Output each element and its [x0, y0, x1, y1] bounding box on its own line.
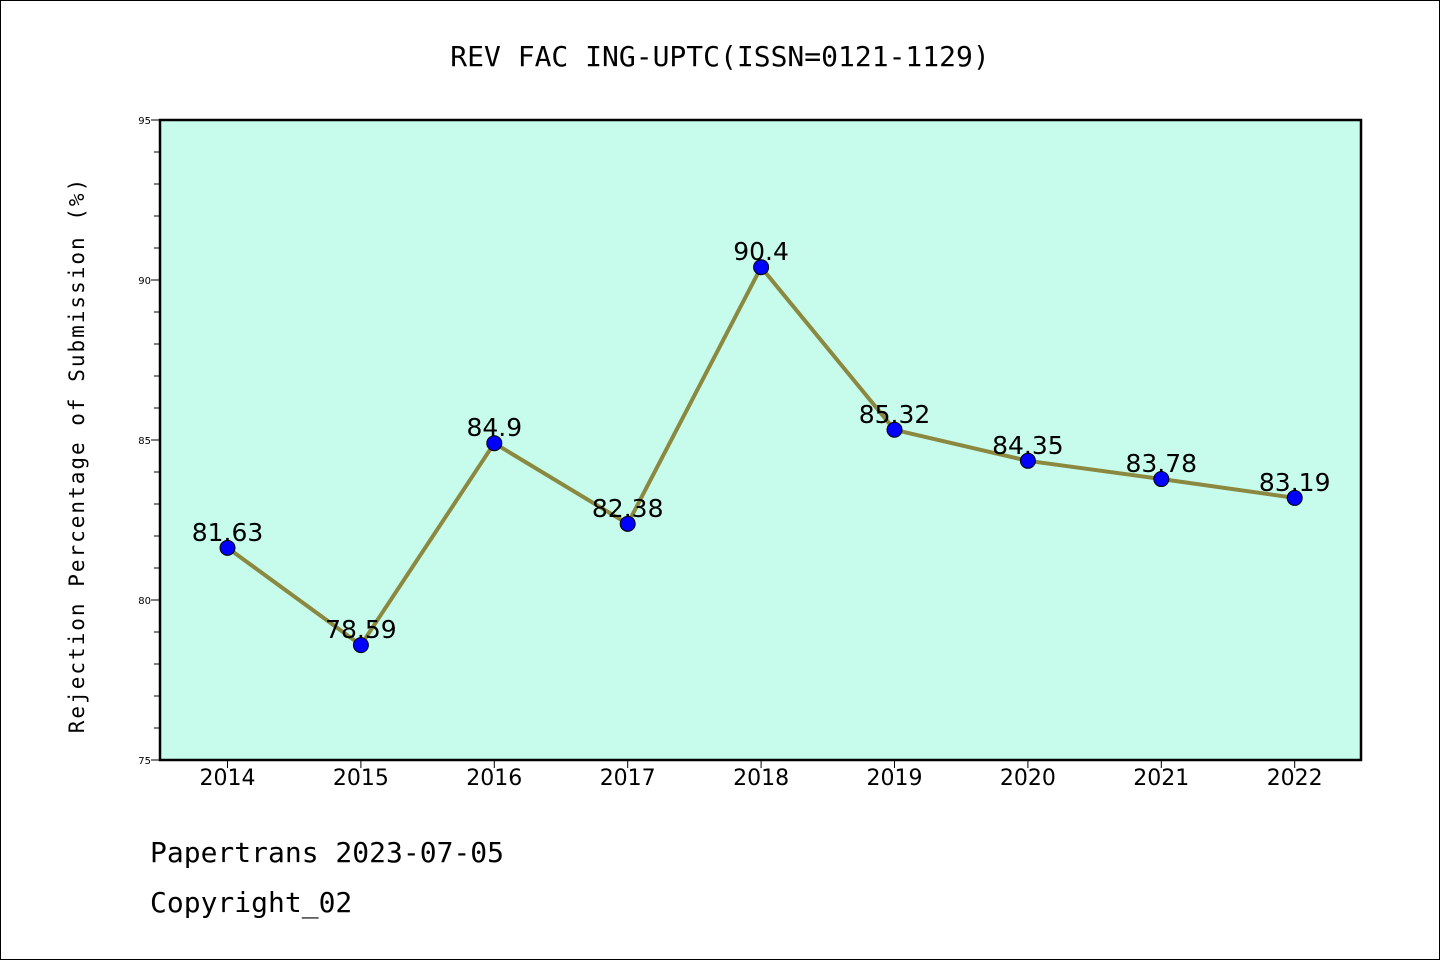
chart-title: REV FAC ING-UPTC(ISSN=0121-1129)	[450, 40, 989, 73]
x-tick-label: 2018	[733, 766, 789, 791]
y-tick-label: 80	[138, 596, 151, 607]
data-label: 82.38	[592, 494, 664, 523]
x-tick-label: 2015	[333, 766, 389, 791]
data-point-marker	[352, 637, 369, 654]
data-label: 85.32	[859, 400, 931, 429]
data-point-marker	[619, 515, 636, 532]
data-point-marker	[219, 539, 236, 556]
y-axis: 75 80 85 90 95	[138, 116, 160, 767]
data-point-marker	[1286, 489, 1303, 506]
data-label: 78.59	[325, 615, 397, 644]
x-tick-label: 2016	[466, 766, 522, 791]
y-tick-label: 85	[138, 436, 151, 447]
footer-source-date: Papertrans 2023-07-05	[150, 836, 505, 869]
data-label: 90.4	[733, 237, 789, 266]
x-tick-label: 2019	[867, 766, 923, 791]
data-label: 83.78	[1126, 449, 1198, 478]
data-label: 81.63	[192, 518, 264, 547]
data-label: 84.9	[466, 413, 522, 442]
x-tick-label: 2017	[600, 766, 656, 791]
y-tick-label: 90	[138, 276, 151, 287]
y-axis-label: Rejection Percentage of Submission (%)	[65, 177, 89, 733]
plot-area	[160, 120, 1361, 760]
data-point-marker	[486, 435, 503, 452]
data-point-marker	[753, 259, 770, 276]
x-axis: 2014 2015 2016 2017 2018 2019 2020 2021 2022	[200, 760, 1323, 791]
data-label: 83.19	[1259, 468, 1331, 497]
data-labels-group: 81.63 78.59 84.9 82.38 90.4 85.32 84.35 83.78 83…	[192, 237, 1331, 644]
data-point-marker	[1153, 471, 1170, 488]
data-label: 84.35	[992, 431, 1064, 460]
footer-copyright: Copyright_02	[150, 886, 353, 919]
x-tick-label: 2020	[1000, 766, 1056, 791]
data-point-marker	[886, 421, 903, 438]
data-point-marker	[1019, 452, 1036, 469]
y-tick-label: 75	[138, 756, 151, 767]
x-tick-label: 2021	[1133, 766, 1189, 791]
plot-border	[158, 118, 1363, 762]
markers-group	[219, 259, 1303, 654]
y-tick-label: 95	[138, 116, 151, 127]
x-tick-label: 2014	[200, 766, 256, 791]
x-tick-label: 2022	[1267, 766, 1323, 791]
